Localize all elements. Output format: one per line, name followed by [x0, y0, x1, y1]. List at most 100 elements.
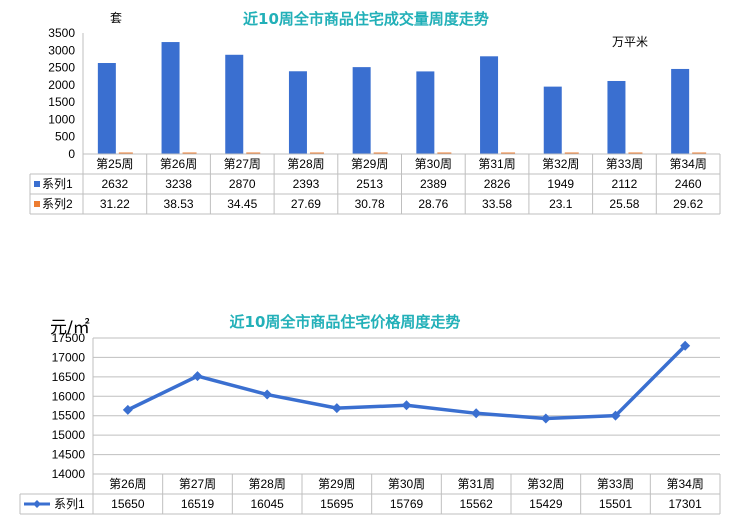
chart2-point [401, 400, 412, 411]
chart1-category-label: 第30周 [415, 157, 452, 171]
chart1-category-label: 第27周 [224, 157, 261, 171]
chart1-category-label: 第33周 [606, 157, 643, 171]
chart1-bar-series1 [416, 71, 435, 154]
chart1-data-label: 30.78 [355, 197, 385, 211]
chart2-category-label: 第31周 [457, 477, 494, 491]
chart1-right-unit: 万平米 [612, 35, 648, 49]
chart1-data-label: 2393 [293, 177, 320, 191]
chart2-category-label: 第33周 [597, 477, 634, 491]
chart1-bar-series1 [161, 42, 180, 155]
chart2-y-tick: 16500 [52, 370, 86, 384]
chart1-bar-series1 [97, 63, 116, 155]
chart1-category-label: 第25周 [96, 157, 133, 171]
chart1-bar-series2 [182, 152, 197, 154]
chart1-bar-series2 [437, 152, 452, 154]
chart2-y-tick: 16000 [52, 389, 86, 403]
chart1-legend-swatch [34, 201, 40, 207]
chart1-category-label: 第26周 [160, 157, 197, 171]
chart2-title: 近10周全市商品住宅价格周度走势 [230, 313, 461, 331]
chart2-data-label: 15429 [529, 497, 563, 511]
chart1-bar-series1 [671, 68, 690, 154]
chart2-category-label: 第26周 [109, 477, 146, 491]
chart1-category-label: 第31周 [478, 157, 515, 171]
chart1-y-tick: 500 [55, 130, 75, 144]
chart1-category-label: 第29周 [351, 157, 388, 171]
chart1-bar-series2 [628, 152, 643, 154]
chart1-bar-series1 [480, 56, 499, 154]
chart1-y-tick: 3000 [48, 43, 75, 57]
chart1-data-label: 25.58 [609, 197, 639, 211]
chart1-data-label: 2389 [420, 177, 447, 191]
chart1-data-label: 2513 [356, 177, 383, 191]
chart1-bar-series2 [118, 152, 133, 154]
chart1-legend-swatch [34, 181, 40, 187]
chart1-bar-series2 [564, 152, 579, 154]
chart1-data-label: 29.62 [673, 197, 703, 211]
chart1-y-tick: 2000 [48, 78, 75, 92]
chart2-category-label: 第32周 [527, 477, 564, 491]
chart2-data-label: 17301 [668, 497, 702, 511]
chart1-bar-series1 [607, 80, 626, 154]
chart2-point [680, 340, 691, 351]
chart1-series-name: 系列1 [42, 177, 73, 191]
chart1-data-label: 3238 [165, 177, 192, 191]
chart2-data-label: 16045 [250, 497, 284, 511]
chart1-data-label: 33.58 [482, 197, 512, 211]
chart1-y-tick: 0 [68, 147, 75, 161]
chart2-point [192, 371, 203, 382]
chart1-data-label: 2826 [484, 177, 511, 191]
chart1-title: 近10周全市商品住宅成交量周度走势 [243, 10, 489, 28]
chart2-point [122, 404, 133, 415]
chart1-bar-series2 [373, 152, 388, 154]
chart1-bar-series1 [543, 86, 562, 154]
chart2-line [122, 340, 691, 424]
chart2-legend-marker [33, 500, 41, 508]
chart2-category-label: 第29周 [318, 477, 355, 491]
chart2-unit: 元/㎡ [50, 318, 90, 338]
chart1-category-label: 第32周 [542, 157, 579, 171]
chart2-data-label: 15695 [320, 497, 354, 511]
chart2-data-label: 15501 [599, 497, 633, 511]
chart1-y-axis: 0 500 1000 1500 2000 2500 3000 3500 [48, 26, 84, 161]
chart2-y-tick: 15000 [52, 428, 86, 442]
chart2-y-tick: 15500 [52, 409, 86, 423]
chart1-data-label: 2112 [612, 177, 638, 191]
chart1-category-label: 第34周 [669, 157, 706, 171]
chart2-y-tick: 17500 [52, 331, 86, 345]
chart1-series-name: 系列2 [42, 197, 73, 211]
chart2-y-tick: 14500 [52, 448, 86, 462]
chart2-category-label: 第28周 [248, 477, 285, 491]
chart2-point [610, 410, 621, 421]
chart1-bar-series2 [501, 152, 516, 154]
chart1-data-label: 1949 [547, 177, 574, 191]
chart2-category-label: 第30周 [388, 477, 425, 491]
chart1-bar-series1 [352, 67, 371, 154]
chart2-data-label: 16519 [181, 497, 215, 511]
chart2-data-label: 15562 [459, 497, 493, 511]
chart1-data-label: 2632 [101, 177, 128, 191]
chart2-point [471, 408, 482, 419]
chart1-left-unit: 套 [110, 11, 122, 25]
chart2-point [262, 389, 273, 400]
chart1-data-label: 34.45 [227, 197, 257, 211]
chart2-y-axis: 14000 14500 15000 15500 16000 16500 17000 17500 [52, 331, 720, 481]
chart2-y-tick: 14000 [52, 467, 86, 481]
chart2-data-label: 15650 [111, 497, 145, 511]
chart1-data-label: 31.22 [100, 197, 130, 211]
chart1-bar-series1 [288, 71, 307, 154]
chart1-bar-series1 [225, 54, 244, 154]
chart2-point [540, 413, 551, 424]
chart1-data-label: 2870 [229, 177, 256, 191]
chart1-y-tick: 1500 [48, 95, 75, 109]
chart2-data-label: 15769 [390, 497, 424, 511]
chart1-data-label: 28.76 [418, 197, 448, 211]
chart1-y-tick: 1000 [48, 112, 75, 126]
chart1-y-tick: 3500 [48, 26, 75, 40]
chart1-data-label: 38.53 [164, 197, 194, 211]
chart2-category-label: 第27周 [179, 477, 216, 491]
chart1-data-label: 27.69 [291, 197, 321, 211]
chart1-category-label: 第28周 [287, 157, 324, 171]
chart1-bar-series2 [246, 152, 261, 154]
